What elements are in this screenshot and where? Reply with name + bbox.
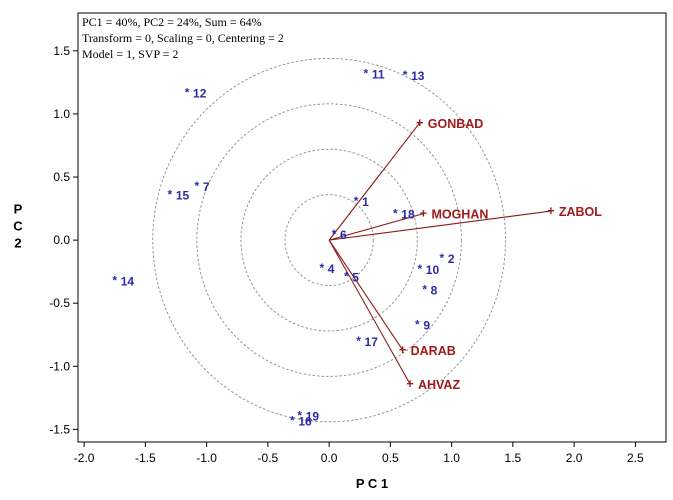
genotype-marker-11: *: [364, 67, 369, 81]
x-axis-title: P C 1: [356, 476, 388, 491]
genotype-marker-9: *: [415, 318, 420, 332]
genotype-label-7: 7: [203, 180, 210, 194]
genotype-marker-14: *: [112, 273, 117, 287]
environment-label-moghan: MOGHAN: [431, 208, 488, 222]
x-tick-label: -0.5: [258, 451, 279, 465]
genotype-label-11: 11: [372, 68, 385, 82]
concentric-circles: [152, 57, 506, 423]
environment-marker-darab: +: [399, 343, 406, 357]
x-tick-label: 0.0: [321, 451, 338, 465]
genotype-label-17: 17: [365, 335, 379, 349]
genotype-label-10: 10: [426, 263, 440, 277]
x-axis-ticks: -2.0 -1.5 -1.0 -0.5 0.0 0.5 1.0 1.5 2.0 2.5: [74, 442, 644, 465]
genotype-marker-1: *: [354, 194, 359, 208]
vector-moghan: [328, 213, 424, 241]
y-tick-label: -1.5: [49, 422, 70, 436]
genotype-marker-8: *: [422, 282, 427, 296]
x-tick-label: 2.5: [627, 451, 644, 465]
genotype-marker-4: *: [319, 261, 324, 275]
y-tick-label: 1.0: [53, 107, 70, 121]
y-tick-label: -0.5: [49, 296, 70, 310]
circle-1: [284, 194, 374, 286]
genotype-label-19: 19: [306, 410, 320, 424]
x-tick-label: -1.0: [196, 451, 217, 465]
genotype-marker-10: *: [417, 262, 422, 276]
environment-marker-ahvaz: +: [406, 377, 413, 391]
genotype-marker-15: *: [168, 188, 173, 202]
genotype-marker-16: *: [290, 414, 295, 428]
genotype-marker-2: *: [439, 251, 444, 265]
vector-ahvaz: [328, 239, 411, 385]
circle-4: [152, 57, 506, 423]
info-box: PC1 = 40%, PC2 = 24%, Sum = 64% Transform…: [82, 15, 284, 61]
environment-label-gonbad: GONBAD: [428, 117, 484, 131]
vector-zabol: [329, 210, 551, 241]
genotype-label-6: 6: [340, 228, 347, 242]
genotype-marker-7: *: [194, 179, 199, 193]
y-tick-label: 0.0: [53, 233, 70, 247]
genotype-marker-6: *: [332, 227, 337, 241]
genotype-label-1: 1: [362, 195, 369, 209]
genotype-marker-19: *: [297, 409, 302, 423]
genotype-marker-5: *: [344, 270, 349, 284]
y-axis-title-char: C: [13, 219, 23, 234]
genotype-label-9: 9: [423, 319, 430, 333]
y-tick-label: 0.5: [53, 170, 70, 184]
genotype-marker-17: *: [356, 334, 361, 348]
circle-2: [240, 148, 418, 332]
genotype-label-4: 4: [328, 262, 335, 276]
genotype-label-8: 8: [431, 283, 438, 297]
environment-points: + GONBAD + MOGHAN + ZABOL + DARAB + AHVAZ: [399, 116, 602, 392]
y-axis-title-char: 2: [14, 236, 21, 251]
genotype-marker-18: *: [393, 207, 398, 221]
genotype-marker-13: *: [403, 68, 408, 82]
info-line-1: PC1 = 40%, PC2 = 24%, Sum = 64%: [82, 15, 262, 29]
genotype-label-2: 2: [448, 252, 455, 266]
info-line-3: Model = 1, SVP = 2: [82, 47, 178, 61]
environment-vectors: [328, 122, 551, 385]
genotype-points: * 1* 2* 4* 5* 6* 7* 8* 9* 10* 11* 12* 13* 14* 15* 16* 17…: [112, 67, 454, 429]
y-axis-ticks: 1.5 1.0 0.5 0.0 -0.5 -1.0 -1.5: [49, 44, 78, 436]
x-tick-label: 0.5: [382, 451, 399, 465]
vector-darab: [328, 239, 404, 351]
y-axis-title-char: P: [14, 202, 23, 217]
genotype-label-16: 16: [298, 415, 312, 429]
genotype-label-18: 18: [401, 208, 415, 222]
genotype-marker-12: *: [185, 85, 190, 99]
x-tick-label: 1.0: [443, 451, 460, 465]
x-tick-label: -2.0: [74, 451, 95, 465]
y-axis-title: PC 2: [13, 202, 23, 251]
environment-marker-moghan: +: [420, 207, 427, 221]
environment-label-zabol: ZABOL: [559, 205, 602, 219]
circle-3: [196, 103, 462, 377]
environment-label-darab: DARAB: [411, 344, 456, 358]
genotype-label-12: 12: [193, 86, 207, 100]
genotype-label-14: 14: [121, 274, 135, 288]
genotype-label-5: 5: [352, 271, 359, 285]
x-tick-label: 2.0: [566, 451, 583, 465]
environment-label-ahvaz: AHVAZ: [418, 378, 460, 392]
plot-frame: [77, 12, 667, 443]
y-tick-label: -1.0: [49, 359, 70, 373]
x-tick-label: 1.5: [505, 451, 522, 465]
environment-marker-zabol: +: [547, 204, 554, 218]
environment-marker-gonbad: +: [416, 116, 423, 130]
info-line-2: Transform = 0, Scaling = 0, Centering = …: [82, 31, 284, 45]
genotype-label-13: 13: [411, 69, 425, 83]
y-tick-label: 1.5: [53, 44, 70, 58]
vector-gonbad: [328, 122, 421, 241]
genotype-label-15: 15: [176, 189, 190, 203]
x-tick-label: -1.5: [135, 451, 156, 465]
